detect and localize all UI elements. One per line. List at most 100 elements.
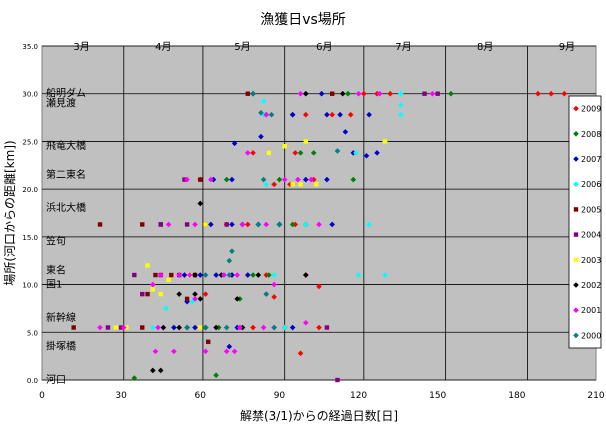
legend-item: 2004	[573, 231, 601, 240]
data-point	[382, 272, 388, 278]
y-tick-label: 0.0	[27, 377, 38, 385]
legend-marker	[573, 105, 579, 112]
legend-marker	[573, 131, 579, 137]
data-point	[192, 272, 198, 278]
data-point	[150, 367, 156, 374]
data-point	[535, 90, 541, 97]
data-point	[329, 221, 335, 228]
x-tick-label: 180	[508, 391, 525, 401]
data-point	[231, 348, 238, 355]
data-point	[202, 324, 209, 331]
data-point	[226, 257, 233, 264]
data-point	[303, 139, 309, 144]
legend-item: 2005	[573, 205, 601, 214]
month-label: 6月	[316, 41, 332, 53]
data-point	[171, 324, 177, 331]
data-point	[429, 90, 436, 97]
data-point	[237, 324, 243, 331]
data-point	[192, 324, 198, 331]
legend-marker	[573, 232, 579, 237]
legend-label: 2005	[581, 205, 601, 214]
y-tick-label: 25.0	[22, 138, 38, 146]
data-point	[234, 296, 241, 302]
place-label: 河口	[46, 374, 66, 386]
y-axis-label: 場所(河口からの距離[km])	[3, 140, 17, 285]
data-point	[244, 221, 251, 228]
data-point	[353, 150, 359, 156]
data-point	[374, 150, 380, 156]
legend-item: 2000	[573, 331, 601, 340]
data-point	[181, 272, 188, 278]
data-point	[289, 111, 296, 118]
data-point	[271, 272, 277, 278]
place-label: 瀬見渡	[46, 96, 76, 109]
legend-label: 2009	[581, 105, 601, 114]
data-point	[213, 272, 219, 278]
data-point	[335, 377, 340, 383]
data-point	[192, 221, 198, 228]
data-point	[350, 176, 357, 183]
data-point	[250, 324, 256, 331]
legend-label: 2006	[581, 180, 601, 189]
series-2000	[184, 90, 341, 331]
data-point	[289, 221, 296, 228]
legend-label: 2003	[581, 256, 601, 265]
legend-item: 2003	[573, 256, 601, 265]
data-point	[303, 221, 309, 228]
data-point	[422, 91, 427, 96]
data-point	[150, 281, 156, 288]
data-point	[202, 348, 209, 355]
data-point	[271, 324, 277, 331]
data-point	[355, 272, 362, 278]
data-point	[281, 176, 288, 183]
series-2005	[71, 91, 335, 345]
data-point	[260, 176, 267, 183]
data-point	[297, 350, 304, 357]
data-point	[226, 343, 233, 350]
x-tick-label: 90	[274, 391, 286, 401]
data-point	[397, 102, 404, 108]
data-points	[71, 90, 568, 383]
data-point	[97, 324, 103, 331]
data-point	[234, 272, 241, 278]
chart-title: 漁獲日vs場所	[260, 12, 346, 28]
data-point	[292, 150, 299, 156]
data-point	[198, 177, 203, 182]
place-label: 第二東名	[46, 168, 86, 181]
month-label: 8月	[477, 41, 493, 53]
legend-item: 2008	[573, 130, 601, 139]
legend-marker	[573, 207, 579, 212]
month-label: 3月	[73, 41, 89, 53]
data-point	[266, 272, 272, 278]
data-point	[202, 291, 209, 297]
data-point	[303, 319, 309, 326]
x-axis-ticks: 0 30 60 90 120 150 180 210	[39, 391, 605, 401]
data-point	[140, 291, 145, 297]
data-point	[184, 296, 190, 302]
data-point	[448, 90, 454, 97]
place-label: 新幹線	[46, 311, 76, 324]
place-label: 国1	[46, 279, 62, 291]
legend-label: 2000	[581, 331, 601, 340]
data-point	[250, 272, 256, 278]
x-tick-label: 0	[39, 391, 45, 401]
data-point	[120, 324, 127, 331]
y-tick-label: 35.0	[22, 43, 38, 51]
data-point	[260, 98, 267, 105]
data-point	[255, 272, 262, 278]
legend-marker	[573, 307, 579, 313]
data-point	[397, 111, 404, 118]
data-point	[223, 176, 230, 183]
legend-label: 2008	[581, 130, 601, 139]
data-point	[366, 111, 372, 118]
data-point	[150, 287, 155, 292]
legend-marker	[573, 156, 579, 162]
data-point	[186, 272, 193, 278]
data-point	[223, 348, 230, 355]
data-point	[397, 90, 404, 97]
data-point	[255, 221, 262, 228]
data-point	[268, 111, 275, 118]
data-point	[289, 324, 296, 331]
